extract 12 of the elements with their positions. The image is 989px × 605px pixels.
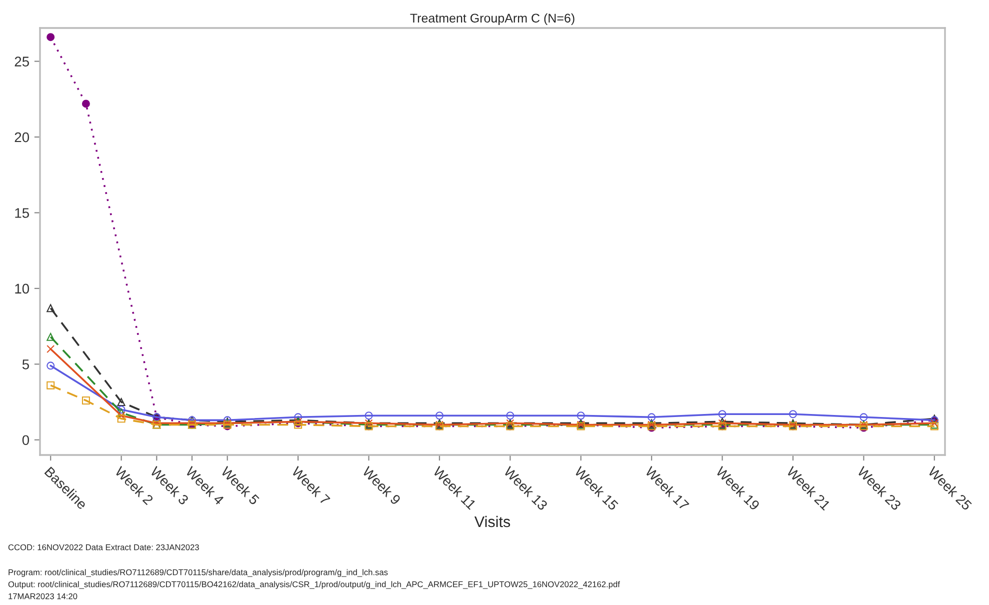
y-tick-label: 25 — [14, 56, 30, 66]
y-tick-label: 5 — [22, 360, 29, 370]
x-axis-title: Visits — [474, 516, 510, 528]
y-tick-label: 15 — [15, 208, 30, 218]
text: Output: root/clinical_studies/RO7112689/CDT70115/BO42162/data_analysis/CSR_1/prod/output/g_ind_lch_APC_ARMCEF_EF1_UPTOW25_16NOV2022_42162.pdf — [8, 581, 620, 589]
y-tick-label: 10 — [15, 284, 30, 294]
text: Program: root/clinical_studies/RO7112689/CDT70115/share/data_analysis/prod/program/g_ind_lch.sas — [8, 569, 388, 577]
y-tick-label: 0 — [22, 435, 30, 446]
text: CCOD: 16NOV2022 Data Extract Date: 23JAN2023 — [8, 544, 199, 550]
y-tick-label: 20 — [14, 132, 30, 142]
chart-title: Treatment GroupArm C (N=6) — [410, 13, 574, 26]
text: 17MAR2023 14:20 — [8, 593, 78, 600]
